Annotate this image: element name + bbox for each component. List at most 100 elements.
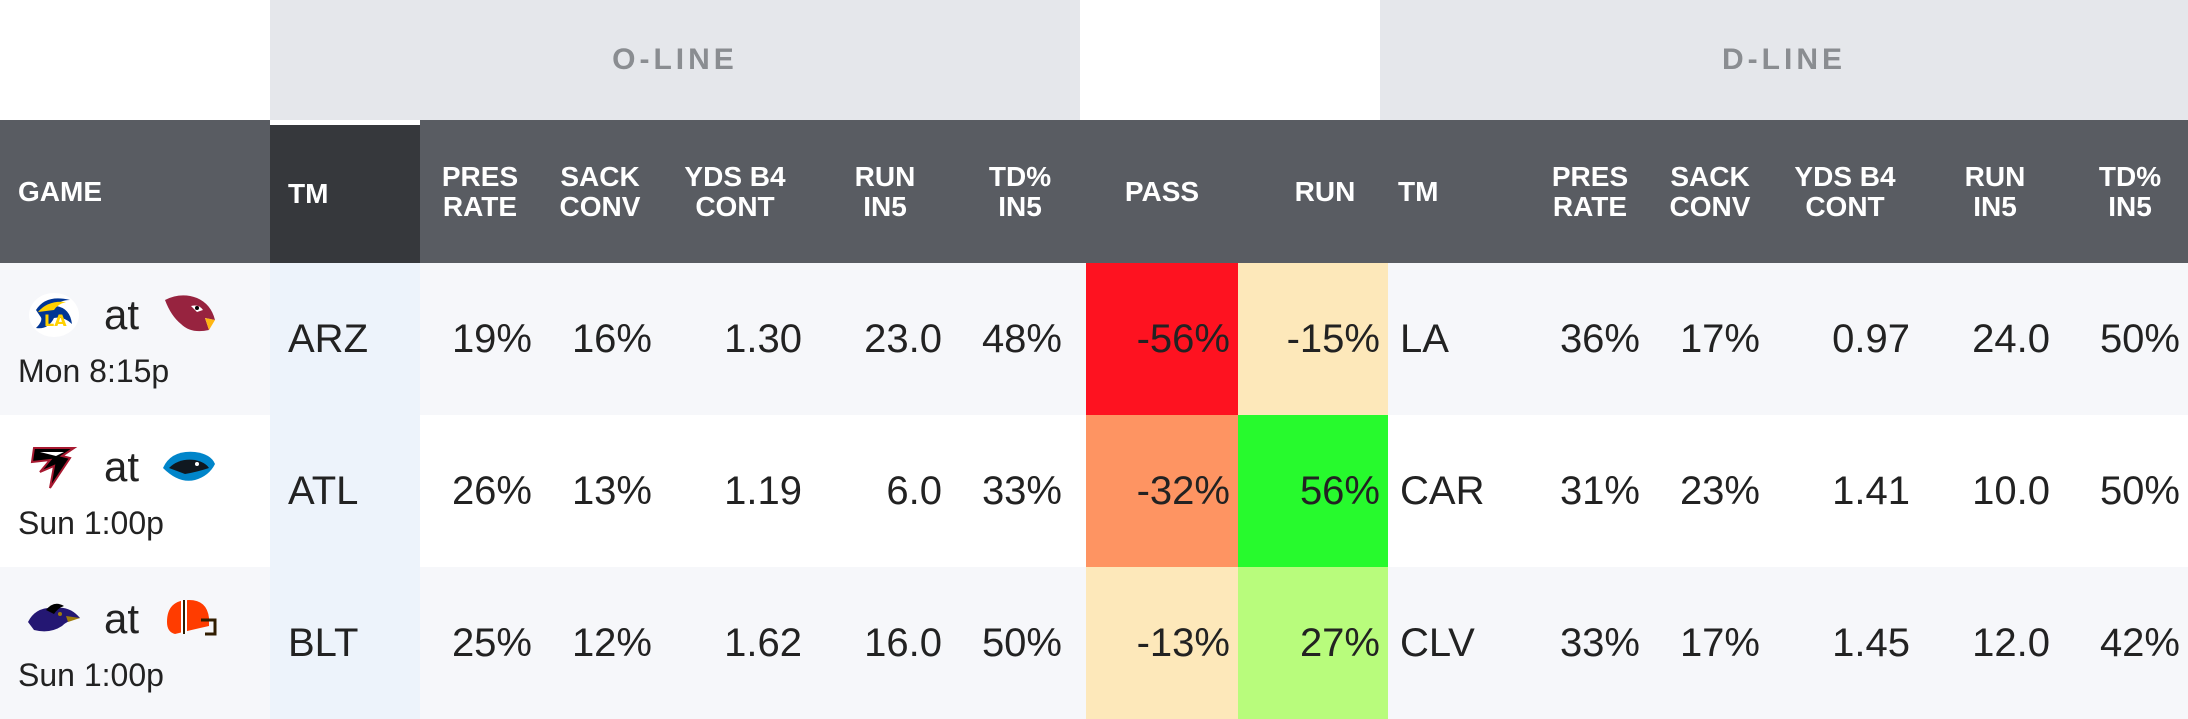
oline-yds-b4-cont-cell: 1.62 xyxy=(724,620,802,665)
ravens-logo-icon xyxy=(28,603,80,632)
dline-td-in5-cell: 50% xyxy=(2099,468,2180,513)
run-matchup-cell: 27% xyxy=(1238,567,1388,719)
column-header-dline-yds-b4-cont[interactable]: YDS B4 CONT xyxy=(1770,120,1920,263)
column-header-dline-team[interactable]: TM xyxy=(1380,120,1520,263)
column-header-pass[interactable]: PASS xyxy=(1086,120,1238,263)
header-label-line1: YDS B4 xyxy=(684,160,786,192)
pass-matchup-cell: -56% xyxy=(1086,263,1238,415)
pass-matchup-cell: -13% xyxy=(1086,567,1238,719)
column-header-dline-sack-conv[interactable]: SACK CONV xyxy=(1650,120,1770,263)
oline-run-in5-cell: 6.0 xyxy=(886,468,942,513)
header-label-line2: CONT xyxy=(1805,190,1885,222)
oline-yds-b4-cont-cell: 1.19 xyxy=(724,468,802,513)
matchup-logos: at xyxy=(26,439,217,495)
dline-run-in5-cell: 24.0 xyxy=(1972,316,2050,361)
column-header-dline-pres-rate[interactable]: PRES RATE xyxy=(1530,120,1650,263)
dline-pres-rate-cell: 36% xyxy=(1559,316,1640,361)
column-header-dline-td-in5[interactable]: TD% IN5 xyxy=(2080,120,2180,263)
header-label: TM xyxy=(1398,175,1439,207)
header-label-line1: SACK xyxy=(560,160,640,192)
column-header-game[interactable]: GAME xyxy=(0,120,270,263)
dline-run-in5-cell: 12.0 xyxy=(1972,620,2050,665)
dline-yds-b4-cont-cell: 0.97 xyxy=(1832,316,1910,361)
oline-sack-conv-cell: 13% xyxy=(571,468,652,513)
oline-pres-rate-cell: 25% xyxy=(451,620,532,665)
header-label: PASS xyxy=(1124,175,1200,207)
header-label-line2: CONV xyxy=(1669,190,1751,222)
dline-sack-conv-cell: 23% xyxy=(1679,468,1760,513)
oline-sack-conv-cell: 12% xyxy=(571,620,652,665)
oline-team-cell: ARZ xyxy=(270,263,420,415)
column-header-oline-team[interactable]: TM xyxy=(270,120,420,263)
header-label-line1: TD% xyxy=(988,160,1052,192)
oline-pres-rate-cell: 26% xyxy=(451,468,532,513)
group-header-oline: O-LINE xyxy=(270,0,1080,120)
at-label: at xyxy=(104,595,140,642)
matchup-logos: at xyxy=(26,591,217,647)
header-label-line1: RUN xyxy=(1964,160,2026,192)
run-matchup-cell: -15% xyxy=(1238,263,1388,415)
table-row[interactable]: at Sun 1:00p BLT 25% 12% 1.62 16.0 50% -13% 27% CL… xyxy=(0,567,2188,719)
pass-matchup-cell: -32% xyxy=(1086,415,1238,567)
game-time: Mon 8:15p xyxy=(18,353,170,389)
column-header-run[interactable]: RUN xyxy=(1260,120,1390,263)
dline-td-in5-cell: 50% xyxy=(2099,316,2180,361)
dline-team-cell: CLV xyxy=(1400,620,1475,665)
game-cell: at Sun 1:00p xyxy=(0,567,270,719)
browns-logo-icon xyxy=(167,600,217,636)
column-header-oline-yds-b4-cont[interactable]: YDS B4 CONT xyxy=(660,120,810,263)
oline-sack-conv-cell: 16% xyxy=(571,316,652,361)
dline-team-cell: LA xyxy=(1400,316,1449,361)
dline-sack-conv-cell: 17% xyxy=(1679,620,1760,665)
header-label-line1: TD% xyxy=(2098,160,2162,192)
panthers-logo-icon xyxy=(163,451,216,481)
header-label-line1: PRES xyxy=(1551,160,1629,192)
dline-pres-rate-cell: 31% xyxy=(1559,468,1640,513)
oline-td-in5-cell: 48% xyxy=(981,316,1062,361)
dline-team-cell: CAR xyxy=(1400,468,1485,513)
dline-sack-conv-cell: 17% xyxy=(1679,316,1760,361)
header-label-line2: IN5 xyxy=(2108,190,2152,222)
column-header-oline-pres-rate[interactable]: PRES RATE xyxy=(420,120,540,263)
header-label-line2: RATE xyxy=(1552,190,1628,222)
dline-pres-rate-cell: 33% xyxy=(1559,620,1640,665)
oline-run-in5-cell: 16.0 xyxy=(864,620,942,665)
game-time: Sun 1:00p xyxy=(18,505,164,541)
oline-yds-b4-cont-cell: 1.30 xyxy=(724,316,802,361)
game-cell: at Sun 1:00p xyxy=(0,415,270,567)
at-label: at xyxy=(104,291,140,338)
column-header-row: GAME TM PRES RATE SACK CONV YDS B4 CONT RUN… xyxy=(0,120,2188,263)
table-row[interactable]: at Sun 1:00p ATL 26% 13% 1.19 6.0 33% -32% 56% CAR… xyxy=(0,415,2188,567)
header-label: RUN xyxy=(1294,175,1356,207)
column-header-oline-run-in5[interactable]: RUN IN5 xyxy=(820,120,950,263)
dline-run-in5-cell: 10.0 xyxy=(1972,468,2050,513)
oline-run-in5-cell: 23.0 xyxy=(864,316,942,361)
header-label: GAME xyxy=(18,175,102,207)
header-label: TM xyxy=(288,178,329,209)
header-label-line2: IN5 xyxy=(863,190,907,222)
matchup-logos: LA at xyxy=(26,287,217,343)
rams-logo-icon: LA xyxy=(29,293,79,337)
at-label: at xyxy=(104,443,140,490)
oline-td-in5-cell: 33% xyxy=(981,468,1062,513)
dline-td-in5-cell: 42% xyxy=(2099,620,2180,665)
dline-yds-b4-cont-cell: 1.41 xyxy=(1832,468,1910,513)
falcons-logo-icon xyxy=(30,447,78,489)
column-header-oline-sack-conv[interactable]: SACK CONV xyxy=(540,120,660,263)
run-matchup-cell: 56% xyxy=(1238,415,1388,567)
game-time: Sun 1:00p xyxy=(18,657,164,693)
header-label-line2: CONT xyxy=(695,190,775,222)
header-label-line2: IN5 xyxy=(998,190,1042,222)
column-header-dline-run-in5[interactable]: RUN IN5 xyxy=(1930,120,2060,263)
header-label-line2: CONV xyxy=(559,190,641,222)
cardinals-logo-icon xyxy=(165,295,216,332)
dline-yds-b4-cont-cell: 1.45 xyxy=(1832,620,1910,665)
header-label-line2: RATE xyxy=(442,190,518,222)
header-label-line1: PRES xyxy=(441,160,519,192)
header-label-line1: SACK xyxy=(1670,160,1750,192)
oline-pres-rate-cell: 19% xyxy=(451,316,532,361)
table-row[interactable]: LA at Mon 8:15p ARZ 19% 16% 1.30 23.0 48% -56% -15… xyxy=(0,263,2188,415)
game-cell: LA at Mon 8:15p xyxy=(0,263,270,415)
column-header-oline-td-in5[interactable]: TD% IN5 xyxy=(960,120,1080,263)
header-label-line1: RUN xyxy=(854,160,916,192)
